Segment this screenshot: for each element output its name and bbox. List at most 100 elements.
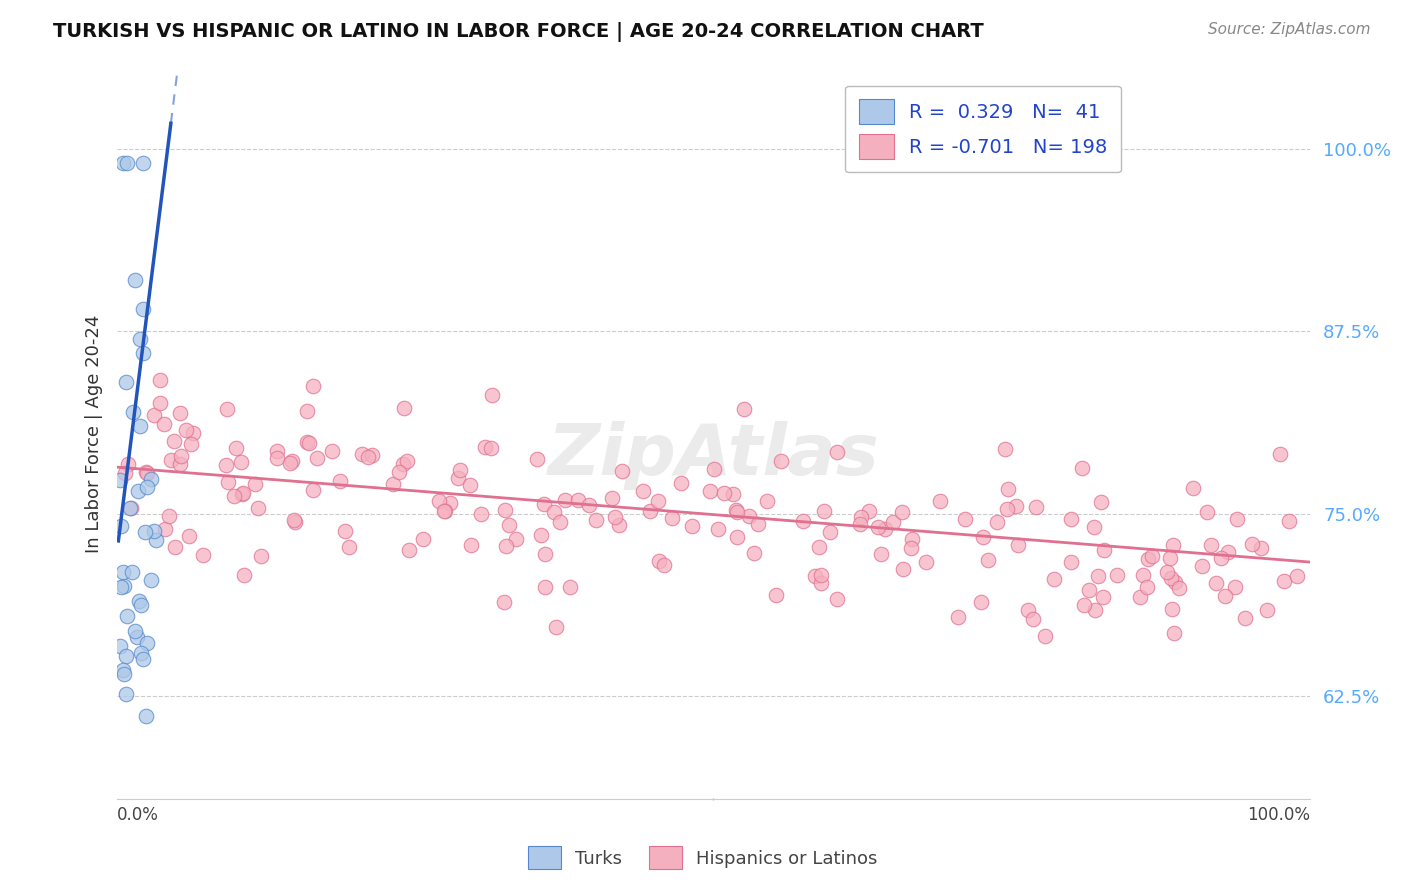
Point [134, 524, 156, 539]
Point [229, 455, 252, 469]
Point [544, 620, 567, 634]
Point [810, 568, 832, 582]
Point [803, 569, 825, 583]
Point [1205, 576, 1227, 591]
Point [215, 402, 238, 417]
Point [329, 475, 352, 489]
Point [266, 444, 288, 458]
Point [1159, 551, 1181, 566]
Point [174, 423, 197, 437]
Point [153, 417, 176, 432]
Point [128, 594, 150, 608]
Point [1213, 590, 1236, 604]
Point [427, 494, 450, 508]
Text: TURKISH VS HISPANIC OR LATINO IN LABOR FORCE | AGE 20-24 CORRELATION CHART: TURKISH VS HISPANIC OR LATINO IN LABOR F… [53, 22, 984, 42]
Point [567, 493, 589, 508]
Point [1083, 520, 1105, 534]
Point [1191, 559, 1213, 574]
Point [434, 504, 457, 518]
Text: 100.0%: 100.0% [1247, 805, 1310, 824]
Point [357, 450, 380, 464]
Y-axis label: In Labor Force | Age 20-24: In Labor Force | Age 20-24 [86, 314, 103, 553]
Point [972, 530, 994, 544]
Point [915, 556, 938, 570]
Point [169, 450, 191, 464]
Point [725, 505, 748, 519]
Text: 0.0%: 0.0% [117, 805, 159, 824]
Point [284, 515, 307, 529]
Point [297, 435, 319, 450]
Point [114, 376, 136, 390]
Point [1168, 582, 1191, 596]
Point [129, 646, 152, 660]
Point [498, 518, 520, 533]
Point [1195, 504, 1218, 518]
Point [548, 515, 571, 529]
Point [526, 452, 548, 467]
Point [132, 156, 155, 170]
Point [1092, 543, 1115, 558]
Point [460, 538, 482, 552]
Point [479, 441, 502, 455]
Point [121, 566, 143, 580]
Point [280, 453, 302, 467]
Point [398, 543, 420, 558]
Point [135, 708, 157, 723]
Point [215, 458, 238, 472]
Point [995, 502, 1018, 516]
Point [163, 540, 186, 554]
Point [112, 663, 135, 677]
Point [953, 512, 976, 526]
Point [648, 554, 671, 568]
Point [108, 473, 131, 487]
Point [578, 498, 600, 512]
Point [495, 539, 517, 553]
Point [1226, 511, 1249, 525]
Point [1161, 538, 1184, 552]
Point [891, 505, 914, 519]
Point [891, 562, 914, 576]
Point [1060, 555, 1083, 569]
Point [900, 532, 922, 546]
Point [1005, 499, 1028, 513]
Point [283, 513, 305, 527]
Point [118, 501, 141, 516]
Point [295, 434, 318, 449]
Point [249, 549, 271, 563]
Point [1274, 574, 1296, 588]
Point [136, 635, 159, 649]
Point [900, 541, 922, 555]
Point [558, 580, 581, 594]
Point [360, 448, 382, 462]
Point [765, 588, 787, 602]
Point [1084, 602, 1107, 616]
Point [747, 516, 769, 531]
Point [1087, 569, 1109, 583]
Point [392, 401, 415, 415]
Point [610, 464, 633, 478]
Point [128, 332, 150, 346]
Point [1136, 552, 1159, 566]
Point [997, 482, 1019, 496]
Point [607, 517, 630, 532]
Point [994, 442, 1017, 457]
Point [647, 494, 669, 508]
Point [1090, 495, 1112, 509]
Point [149, 373, 172, 387]
Point [160, 453, 183, 467]
Point [825, 445, 848, 459]
Point [115, 609, 138, 624]
Point [849, 509, 872, 524]
Point [278, 456, 301, 470]
Point [132, 346, 155, 360]
Point [321, 444, 343, 458]
Point [470, 508, 492, 522]
Point [412, 533, 434, 547]
Point [1216, 545, 1239, 559]
Point [142, 524, 165, 538]
Point [145, 533, 167, 547]
Point [127, 484, 149, 499]
Point [169, 458, 191, 472]
Point [149, 396, 172, 410]
Point [439, 496, 461, 510]
